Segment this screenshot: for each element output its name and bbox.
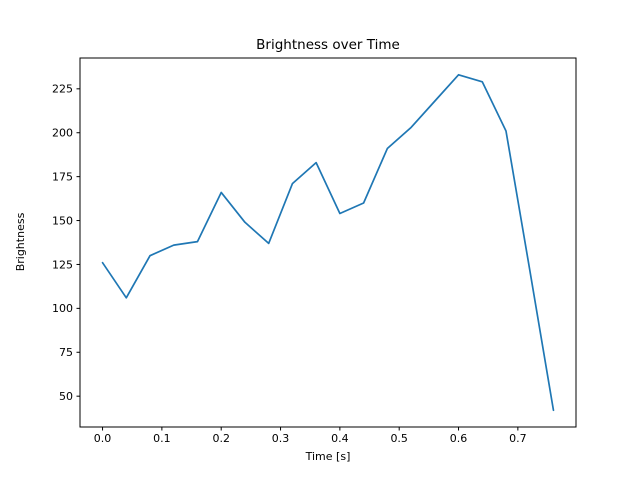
y-tick-label: 225 bbox=[52, 83, 73, 96]
y-tick-label: 150 bbox=[52, 214, 73, 227]
x-tick-label: 0.0 bbox=[94, 432, 112, 445]
x-tick-label: 0.2 bbox=[212, 432, 230, 445]
y-tick-label: 100 bbox=[52, 302, 73, 315]
y-tick-label: 75 bbox=[59, 346, 73, 359]
x-tick-label: 0.7 bbox=[509, 432, 527, 445]
y-tick-label: 125 bbox=[52, 258, 73, 271]
y-axis-label: Brightness bbox=[14, 212, 27, 271]
plot-area: 0.0 0.1 0.2 0.3 0.4 0.5 0.6 0.7 50 75 100 125 150 175… bbox=[52, 57, 577, 445]
y-tick-label: 175 bbox=[52, 170, 73, 183]
x-tick-label: 0.6 bbox=[450, 432, 468, 445]
y-tick-label: 200 bbox=[52, 127, 73, 140]
plot-border bbox=[79, 57, 577, 428]
y-tick-label: 50 bbox=[59, 390, 73, 403]
x-tick-label: 0.1 bbox=[153, 432, 171, 445]
chart-title: Brightness over Time bbox=[256, 37, 400, 53]
x-tick-label: 0.5 bbox=[390, 432, 408, 445]
x-axis-label: Time [s] bbox=[305, 450, 351, 463]
data-line-brightness bbox=[101, 73, 555, 412]
x-tick-label: 0.3 bbox=[272, 432, 290, 445]
x-tick-label: 0.4 bbox=[331, 432, 349, 445]
